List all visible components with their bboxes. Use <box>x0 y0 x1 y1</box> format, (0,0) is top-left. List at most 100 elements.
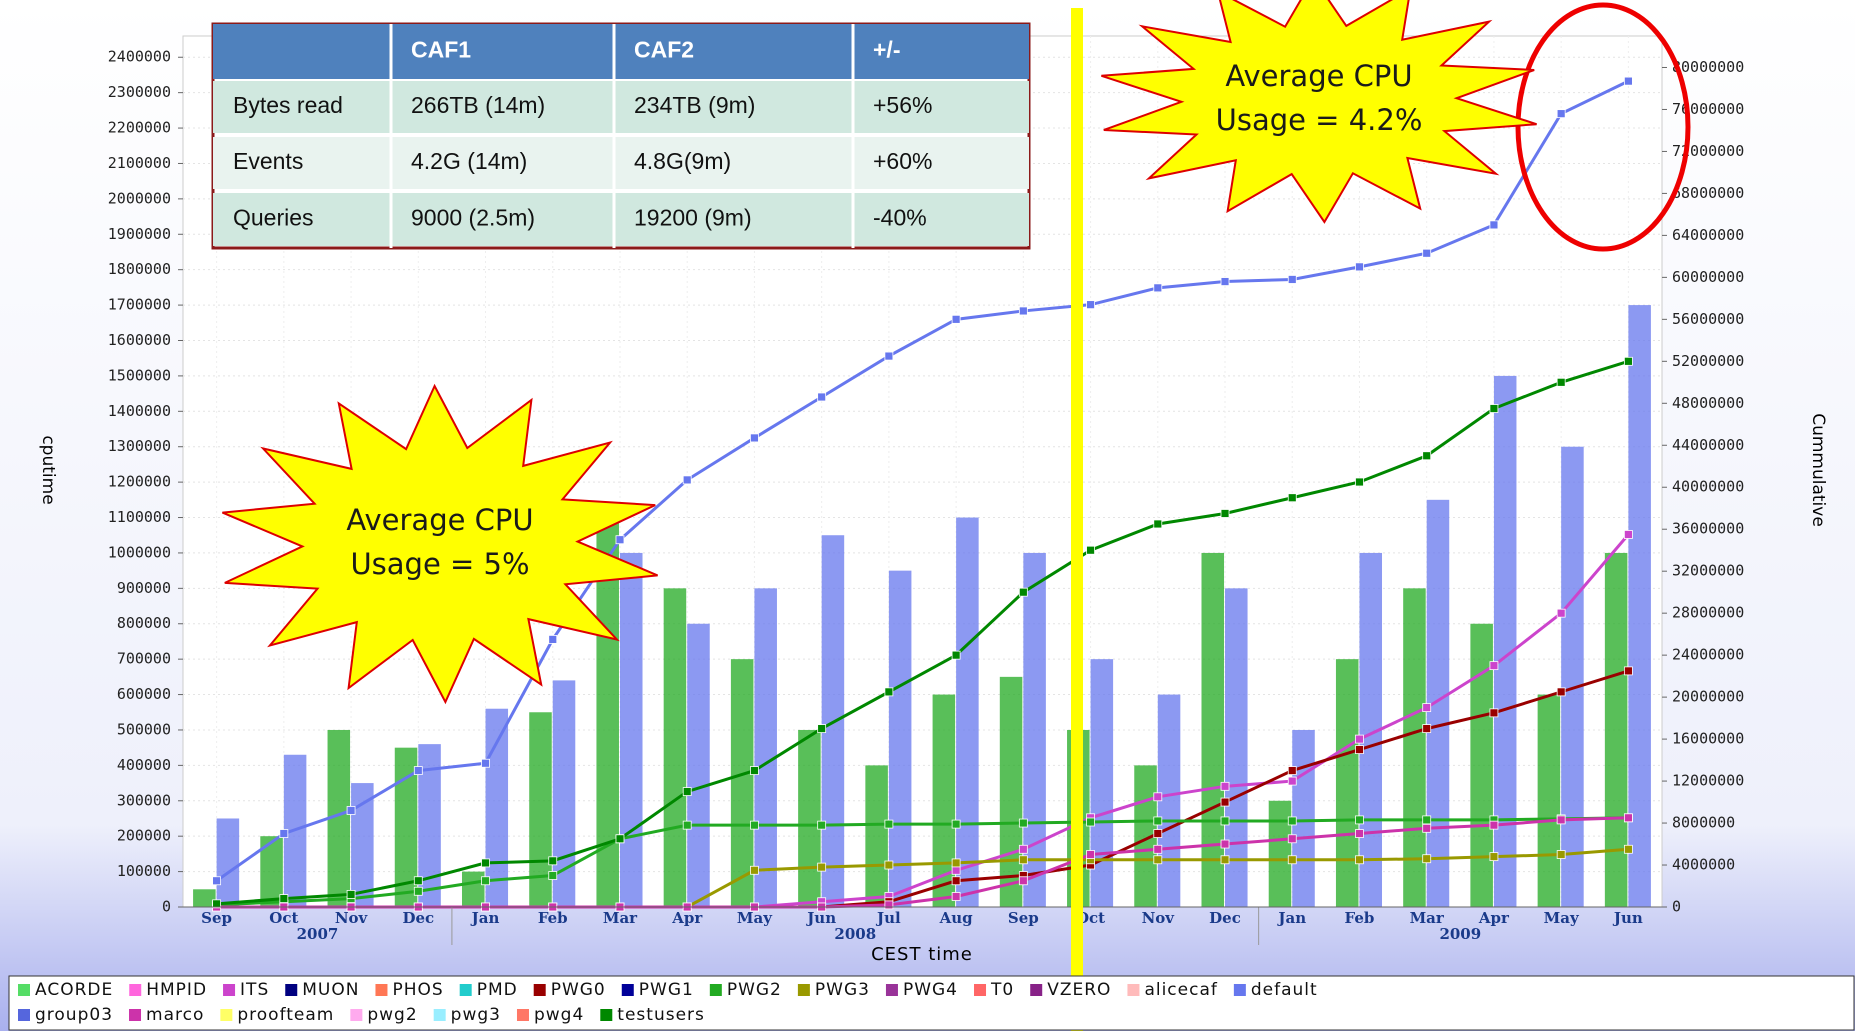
bar <box>529 712 552 907</box>
line-marker <box>1355 815 1364 825</box>
bar <box>1134 765 1157 907</box>
legend-swatch <box>129 984 142 996</box>
line-marker <box>817 820 827 830</box>
line-marker <box>615 834 625 844</box>
y2-tick-label: 24000000 <box>1672 646 1744 664</box>
bar <box>1225 588 1248 907</box>
legend-swatch <box>1030 984 1043 996</box>
legend-label: T0 <box>990 980 1014 1000</box>
y2-tick-label: 28000000 <box>1672 604 1744 622</box>
line-marker <box>1287 816 1297 826</box>
table-row-bg <box>213 137 1029 189</box>
x-tick-label: Jan <box>470 909 500 927</box>
line-marker <box>1489 852 1499 862</box>
line-marker <box>1556 608 1566 618</box>
x-axis-title: CEST time <box>871 944 973 965</box>
legend-swatch <box>621 984 634 996</box>
line-marker <box>951 650 961 660</box>
x-tick-label: May <box>1544 909 1580 927</box>
y2-tick-label: 68000000 <box>1672 184 1744 202</box>
line-marker <box>1556 377 1566 387</box>
line-marker <box>1086 300 1095 310</box>
y-tick-label: 2400000 <box>108 48 171 66</box>
table-cell: 4.2G (14m) <box>411 148 527 174</box>
line-marker <box>1018 855 1028 865</box>
y-tick-label: 1000000 <box>108 543 171 561</box>
line-marker <box>346 890 356 899</box>
line-marker <box>750 820 759 830</box>
bar <box>193 889 216 907</box>
line-marker <box>884 687 894 697</box>
line-marker <box>413 886 423 896</box>
line-marker <box>481 758 490 768</box>
line-marker <box>1623 356 1633 366</box>
line-marker <box>1422 724 1432 734</box>
y2-tick-label: 0 <box>1672 898 1681 916</box>
line-marker <box>413 876 423 886</box>
line-marker <box>1489 708 1499 718</box>
line-marker <box>884 819 894 829</box>
table-header-bg <box>213 24 1029 79</box>
x-tick-label: Mar <box>1410 909 1445 927</box>
y-tick-label: 1900000 <box>108 225 171 243</box>
legend-swatch <box>220 1009 233 1021</box>
legend-label: pwg3 <box>451 1005 501 1025</box>
bar <box>1335 659 1359 907</box>
line-marker <box>1018 844 1028 854</box>
bar <box>754 588 777 907</box>
y2-tick-label: 36000000 <box>1672 520 1744 538</box>
y2-tick-label: 8000000 <box>1672 814 1735 832</box>
x-tick-label: Feb <box>1345 909 1375 927</box>
bar <box>394 747 418 907</box>
line-marker <box>682 475 692 485</box>
y-tick-label: 500000 <box>117 720 171 738</box>
x-tick-label: Aug <box>939 909 974 927</box>
line-marker <box>817 392 827 402</box>
bar <box>596 517 619 907</box>
line-marker <box>1623 666 1633 676</box>
line-marker <box>548 871 558 880</box>
line-marker <box>1422 854 1432 864</box>
legend-label: HMPID <box>146 980 207 1000</box>
legend-swatch <box>18 1009 30 1021</box>
legend-label: PWG4 <box>903 980 958 1000</box>
bar <box>730 659 754 907</box>
legend-box <box>8 975 1855 1031</box>
legend-label: PWG0 <box>551 980 606 1000</box>
line-marker <box>1556 687 1566 697</box>
legend-label: proofteam <box>237 1005 334 1025</box>
bar <box>1561 446 1584 907</box>
x-tick-label: Jul <box>875 909 901 927</box>
legend-label: PHOS <box>392 980 443 1000</box>
line-marker <box>1153 519 1163 529</box>
y-tick-label: 300000 <box>117 791 171 809</box>
y-tick-label: 2100000 <box>108 154 171 172</box>
line-marker <box>1153 855 1163 865</box>
line-marker <box>346 806 356 815</box>
x-tick-label: Feb <box>538 909 568 927</box>
bar <box>260 836 283 907</box>
y-tick-label: 800000 <box>117 614 171 632</box>
bar <box>1537 694 1561 907</box>
legend-swatch <box>375 984 388 996</box>
highlight-ellipse <box>1515 2 1691 252</box>
y-tick-label: 2000000 <box>108 189 171 207</box>
line-marker <box>1287 766 1297 775</box>
year-label: 2007 <box>297 925 339 943</box>
line-marker <box>682 787 692 796</box>
line-marker <box>1623 813 1633 823</box>
y-tick-label: 1200000 <box>108 473 171 491</box>
line-marker <box>1355 477 1364 487</box>
x-tick-label: Jun <box>805 909 836 927</box>
year-label: 2009 <box>1439 925 1481 943</box>
line-marker <box>615 535 625 545</box>
year-label: 2008 <box>834 925 876 943</box>
line-marker <box>1153 829 1163 838</box>
legend-label: PMD <box>477 980 518 1000</box>
legend-swatch <box>285 984 298 996</box>
x-tick-label: Nov <box>1142 909 1176 927</box>
x-tick-label: Dec <box>402 909 434 927</box>
legend-swatch <box>600 1009 613 1021</box>
y-tick-label: 1800000 <box>108 260 171 278</box>
